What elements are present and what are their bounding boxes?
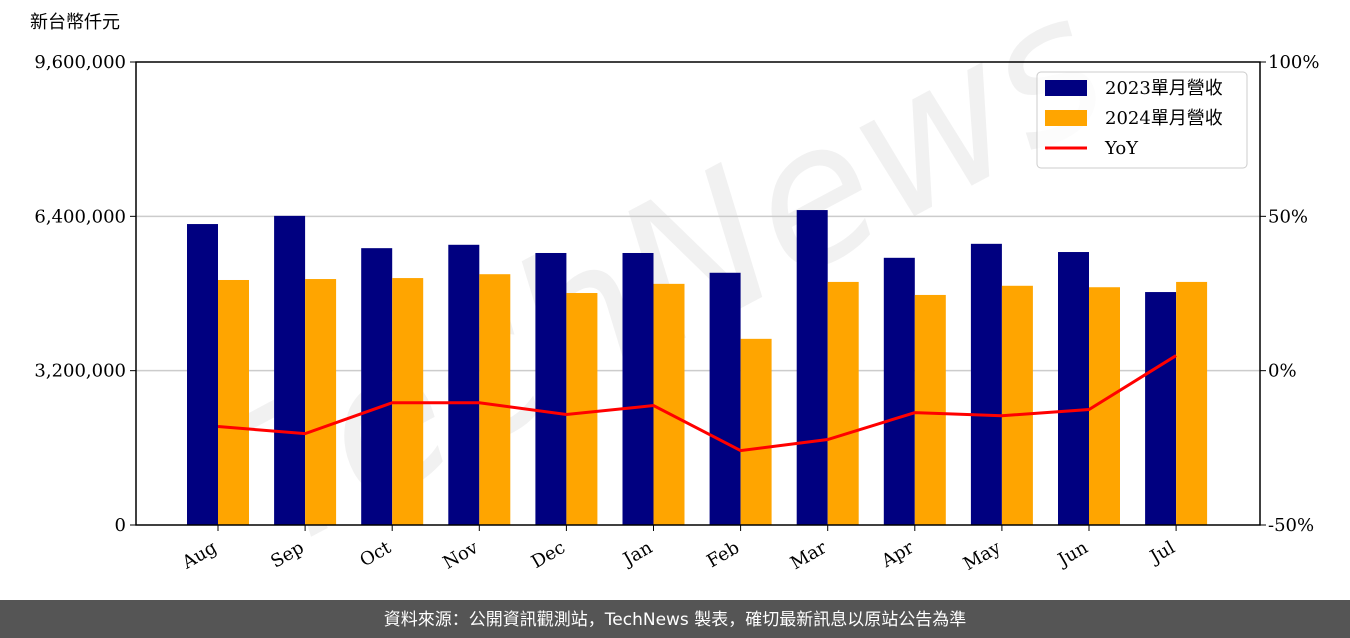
bar	[535, 252, 567, 526]
bar	[187, 224, 218, 526]
bar	[914, 294, 946, 525]
bar	[653, 283, 685, 525]
x-tick-label: Jul	[1145, 537, 1179, 569]
bar	[1145, 292, 1177, 525]
y-tick-label: 9,600,000	[34, 52, 126, 73]
y2-tick-label: 50%	[1268, 206, 1308, 227]
bar	[1176, 281, 1208, 525]
source-note: 資料來源：公開資訊觀測站，TechNews 製表，確切最新訊息以原站公告為準	[384, 610, 966, 630]
bar	[274, 215, 306, 525]
y-tick-label: 6,400,000	[34, 206, 126, 227]
bar	[827, 281, 859, 525]
x-tick-label: Mar	[787, 537, 831, 574]
x-tick-label: Jan	[618, 537, 656, 571]
yoy-line	[217, 354, 1177, 453]
x-tick-label: Aug	[178, 537, 221, 574]
x-tick-label: Nov	[439, 537, 482, 574]
legend-label: 2024單月營收	[1105, 108, 1223, 129]
bar	[566, 293, 598, 525]
y2-tick-label: 0%	[1268, 361, 1297, 382]
bar	[305, 279, 337, 525]
bar	[448, 244, 480, 525]
y2-tick-label: 100%	[1268, 52, 1319, 73]
plot-frame	[135, 61, 1261, 526]
bar	[1058, 252, 1089, 525]
legend-label: 2023單月營收	[1105, 78, 1223, 99]
x-tick-label: May	[960, 537, 1005, 575]
bar	[479, 274, 511, 525]
y2-tick-label: -50%	[1268, 515, 1314, 536]
bar	[1001, 285, 1033, 525]
y-axis-label: 新台幣仟元	[30, 12, 120, 33]
legend-swatch	[1045, 80, 1087, 96]
bar	[709, 272, 741, 525]
bar	[970, 243, 1002, 525]
bar	[740, 338, 772, 525]
bar	[218, 279, 249, 525]
legend: 2023單月營收 2024單月營收 YoY	[1036, 71, 1248, 169]
y-tick-label: 3,200,000	[34, 361, 126, 382]
x-tick-label: Jun	[1053, 537, 1092, 572]
legend-label: YoY	[1104, 138, 1139, 159]
legend-box	[1036, 71, 1248, 169]
bar	[796, 210, 828, 525]
y-tick-label: 0	[115, 515, 126, 536]
x-tick-label: Apr	[877, 537, 917, 572]
bar	[622, 252, 654, 526]
footer-bar	[0, 600, 1350, 638]
x-tick-label: Feb	[703, 537, 743, 572]
x-tick-label: Dec	[528, 537, 569, 573]
legend-swatch	[1045, 110, 1087, 126]
bar	[883, 257, 915, 525]
bar	[361, 248, 393, 525]
